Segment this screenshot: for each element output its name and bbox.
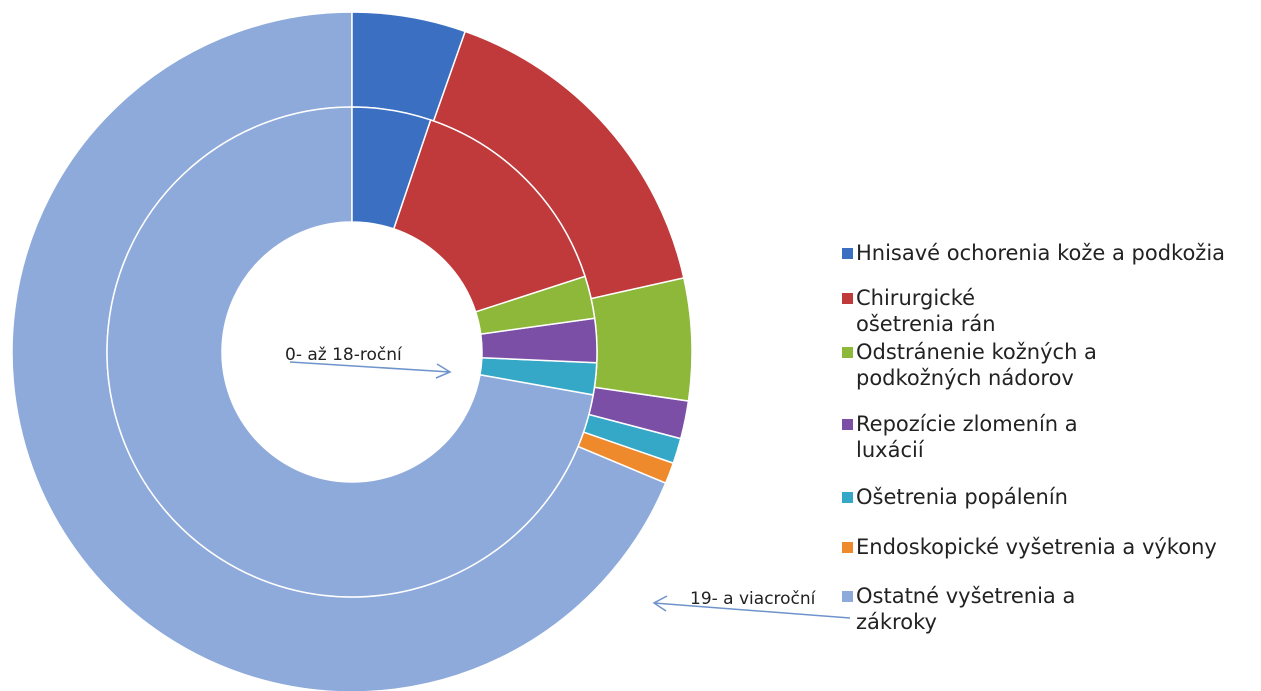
outer-ring-label: 19- a viacroční [690,589,817,609]
arrow [653,602,851,619]
legend-swatch [842,492,853,503]
legend-swatch [842,248,853,259]
legend-label: Endoskopické vyšetrenia a výkony [856,535,1217,559]
legend-swatch [842,347,853,358]
ring-segment [474,275,596,335]
legend-label: Ostatné vyšetrenia a zákroky [856,584,1076,634]
legend-item: Repozície zlomenín a luxácií [842,411,1102,463]
legend-item: Endoskopické vyšetrenia a výkony [842,534,1261,560]
legend-item: Ostatné vyšetrenia a zákroky [842,583,1102,635]
legend-swatch [842,293,853,304]
arrow-head [652,595,668,612]
arrow-head [435,363,452,379]
ring-segment [106,106,595,598]
legend-item: Hnisavé ochorenia kože a podkožia [842,240,1261,266]
legend-item: Ošetrenia popálenín [842,484,1142,510]
ring-segment [351,106,432,230]
legend-swatch [842,542,853,553]
ring-segment [479,317,598,364]
legend-swatch [842,419,853,430]
legend-label: Ošetrenia popálenín [856,485,1068,509]
ring-segment [590,276,693,402]
legend-label: Repozície zlomenín a luxácií [856,412,1078,462]
inner-ring-label: 0- až 18-roční [285,345,403,365]
ring-segment [392,119,586,313]
legend-label: Odstránenie kožných a podkožných nádorov [856,340,1097,390]
ring-segment [479,356,598,396]
legend-item: Chirurgické ošetrenia rán [842,285,1042,337]
legend-item: Odstránenie kožných a podkožných nádorov [842,339,1102,391]
legend-label: Chirurgické ošetrenia rán [856,286,996,336]
arrow [289,361,451,373]
legend-label: Hnisavé ochorenia kože a podkožia [856,241,1226,265]
legend-swatch [842,591,853,602]
